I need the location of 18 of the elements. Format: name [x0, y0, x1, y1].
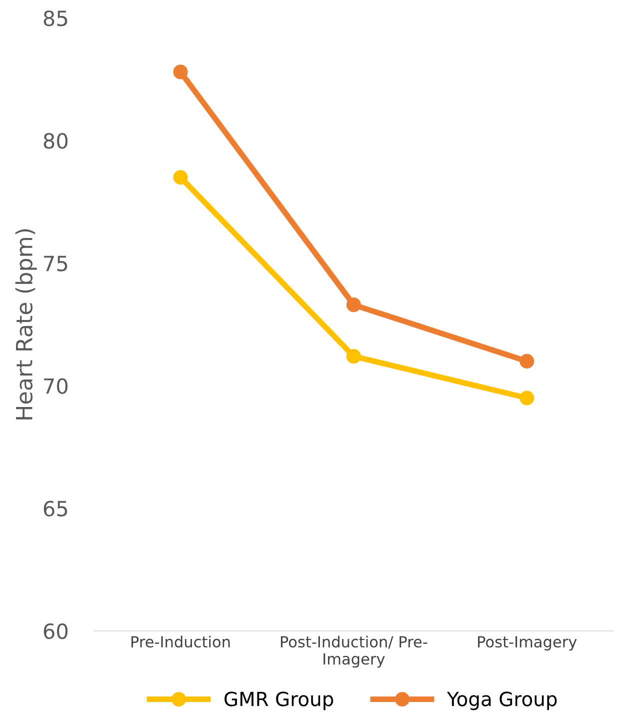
point [173, 64, 188, 80]
point [520, 390, 534, 406]
y-tick-label: 60 [44, 623, 68, 640]
point [173, 170, 188, 185]
x-tick-label: Pre-Induction [131, 636, 230, 648]
legend-label: Yoga Group [446, 692, 557, 710]
y-tick-label: 80 [44, 133, 68, 149]
y-tick-label: 75 [44, 256, 68, 272]
y-tick-label: 85 [44, 10, 68, 26]
y-tick-label: 70 [44, 378, 68, 394]
point [346, 349, 361, 364]
legend-label: GMR Group [224, 692, 334, 710]
y-tick-label: 65 [44, 500, 68, 517]
y-axis-title: Heart Rate (bpm) [15, 229, 37, 420]
point [346, 298, 361, 312]
point [520, 354, 534, 369]
x-tick-label: Post-Imagery [478, 636, 577, 651]
x-tick-label: Post-Induction/ Pre- Imagery [280, 636, 428, 668]
